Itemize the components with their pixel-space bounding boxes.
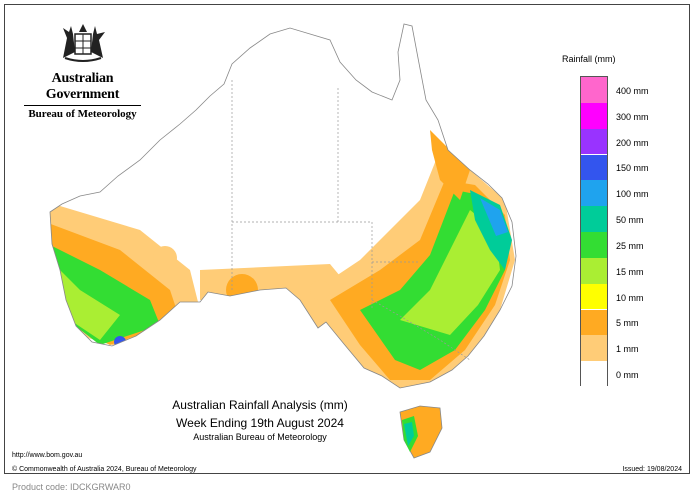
legend-scale: [580, 76, 608, 387]
legend-swatch: [581, 232, 607, 258]
bureau-name: Bureau of Meteorology: [28, 108, 137, 120]
legend-swatch: [581, 335, 607, 362]
legend-swatch: [581, 361, 607, 387]
legend-label: 10 mm: [616, 292, 644, 303]
product-code: Product code: IDCKGRWAR0: [12, 482, 131, 492]
legend-swatch: [581, 206, 607, 232]
legend-swatch: [581, 283, 607, 310]
map-author: Australian Bureau of Meteorology: [193, 432, 327, 442]
government-name: Australian Government: [45, 71, 120, 102]
legend-swatch: [581, 309, 607, 336]
logo-divider: [24, 105, 141, 106]
issued-date: Issued: 19/08/2024: [622, 466, 682, 473]
legend-label: 400 mm: [616, 85, 649, 96]
tasmania: [399, 405, 443, 459]
map-subtitle: Week Ending 19th August 2024: [176, 416, 344, 430]
website-link[interactable]: http://www.bom.gov.au: [12, 452, 83, 459]
legend-label: 300 mm: [616, 111, 649, 122]
legend-label: 200 mm: [616, 137, 649, 148]
legend-label: 5 mm: [616, 318, 639, 329]
coat-of-arms-icon: [62, 24, 105, 62]
legend-swatch: [581, 77, 607, 103]
legend-label: 100 mm: [616, 189, 649, 200]
legend-swatch: [581, 128, 607, 155]
state-borders: [231, 80, 471, 361]
legend-label: 50 mm: [616, 215, 644, 226]
legend-swatch: [581, 102, 607, 129]
legend-swatch: [581, 180, 607, 207]
legend-label: 15 mm: [616, 266, 644, 277]
legend-swatch: [581, 154, 607, 181]
legend-label: 25 mm: [616, 240, 644, 251]
legend-swatch: [581, 257, 607, 284]
copyright-text: © Commonwealth of Australia 2024, Bureau…: [12, 466, 197, 473]
legend-label: 0 mm: [616, 370, 639, 381]
legend-label: 1 mm: [616, 344, 639, 355]
legend-label: 150 mm: [616, 163, 649, 174]
map-title: Australian Rainfall Analysis (mm): [172, 398, 348, 412]
government-logo: Australian Government Bureau of Meteorol…: [20, 18, 145, 120]
legend-title: Rainfall (mm): [562, 54, 616, 64]
